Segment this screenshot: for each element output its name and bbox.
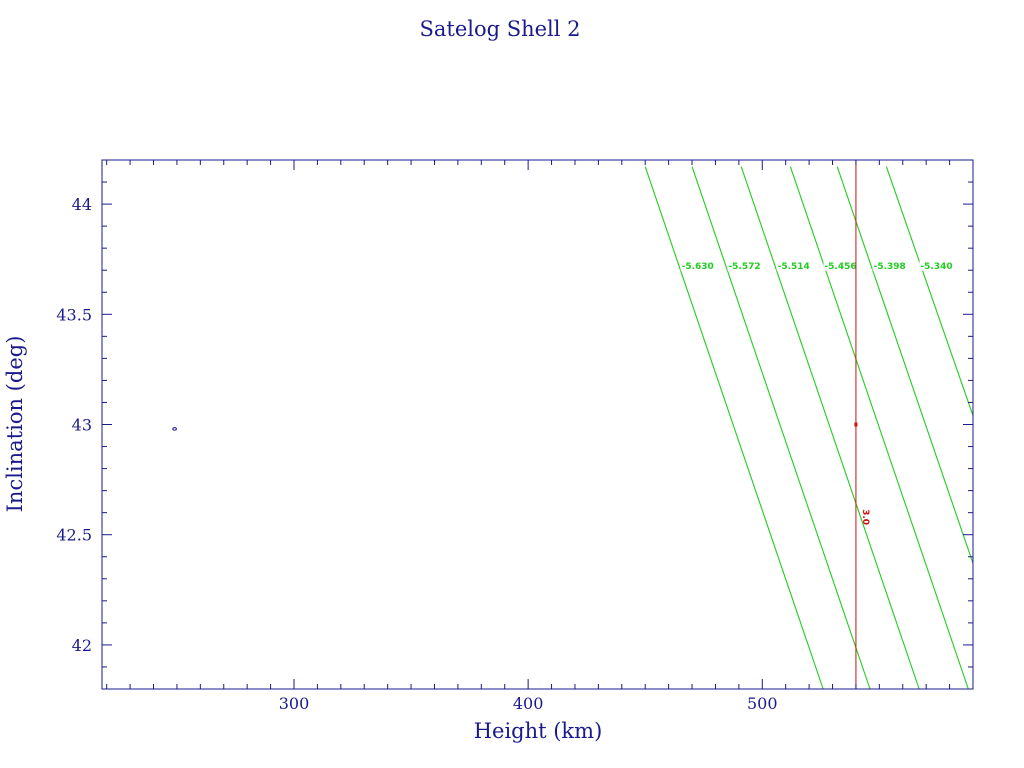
chart-title: Satelog Shell 2 — [419, 17, 580, 41]
red-contour-marker — [854, 422, 858, 427]
contour-label: -5.572 — [728, 262, 760, 272]
contour-label-bg — [776, 258, 811, 271]
contour-line — [885, 166, 974, 416]
isolated-point — [172, 427, 177, 431]
y-tick-label: 43.5 — [56, 305, 92, 324]
y-tick-label: 43 — [72, 416, 92, 435]
contour-label: -5.630 — [682, 262, 714, 272]
contour-label-bg — [872, 258, 907, 271]
y-tick-label: 42 — [72, 636, 92, 655]
axis-ticks: 300 400 500 42 42.5 43 43.5 44 — [56, 159, 974, 713]
red-contour-label: 3.0 — [860, 509, 870, 525]
marker-layer: 3.0 — [172, 160, 870, 689]
contour-line — [644, 166, 824, 690]
contour-label: -5.340 — [920, 262, 952, 272]
x-tick-label: 400 — [513, 694, 544, 713]
contour-label-bg — [823, 258, 858, 271]
x-axis-label: Height (km) — [474, 719, 603, 743]
contour-label: -5.398 — [874, 262, 906, 272]
contour-label: -5.456 — [824, 262, 856, 272]
contour-line — [691, 166, 871, 690]
contour-line — [836, 166, 974, 564]
contour-label: -5.514 — [778, 262, 810, 272]
contour-label-bg — [727, 258, 762, 271]
contour-line — [789, 166, 969, 690]
y-tick-label: 44 — [72, 195, 92, 214]
contour-label-bg — [919, 258, 954, 271]
plot-frame — [101, 159, 974, 690]
contour-line — [740, 166, 920, 690]
y-tick-label: 42.5 — [56, 526, 92, 545]
contour-lines: -5.630 -5.572 -5.514 -5.456 -5.398 -5.340 — [644, 166, 974, 690]
x-tick-label: 300 — [279, 694, 310, 713]
x-tick-label: 500 — [747, 694, 778, 713]
y-axis-label: Inclination (deg) — [3, 336, 27, 513]
contour-label-bg — [680, 258, 715, 271]
